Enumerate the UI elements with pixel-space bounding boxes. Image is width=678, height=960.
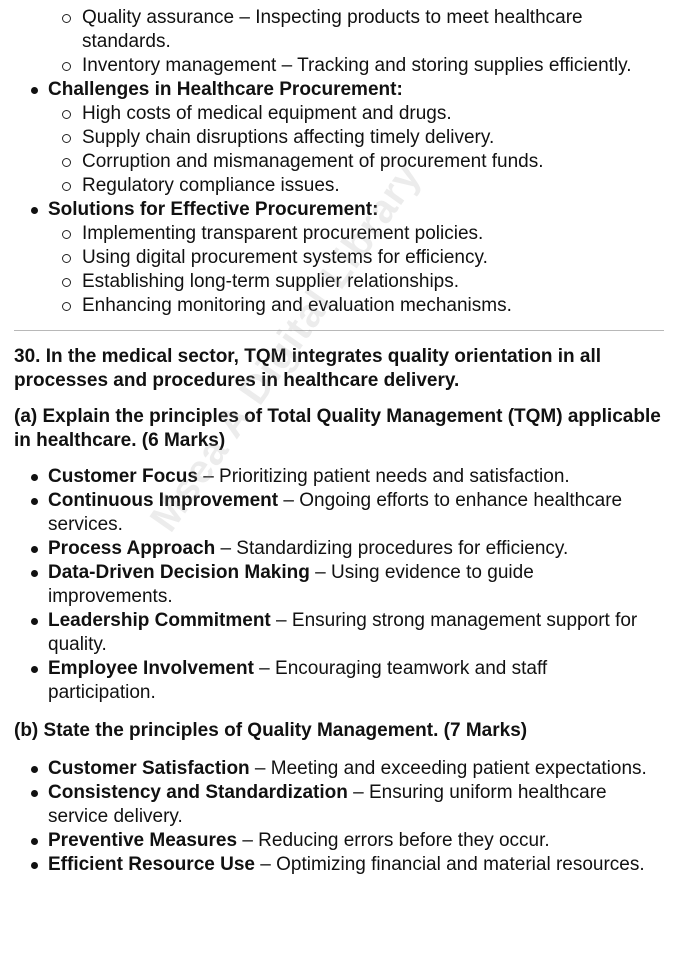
list-item: Inventory management – Tracking and stor… [62, 54, 658, 78]
prev-main-list-2: Solutions for Effective Procurement: [0, 198, 678, 222]
item-term: Efficient Resource Use [48, 854, 255, 875]
item-term: Continuous Improvement [48, 490, 279, 511]
part-a-list: Customer Focus – Prioritizing patient ne… [0, 465, 678, 705]
document-page: Quality assurance – Inspecting products … [0, 6, 678, 877]
question-title: 30. In the medical sector, TQM integrate… [14, 346, 602, 391]
item-term: Customer Focus [48, 466, 198, 487]
challenges-heading: Challenges in Healthcare Procurement: [48, 79, 403, 100]
solutions-list: Implementing transparent procurement pol… [0, 222, 678, 318]
item-term: Preventive Measures [48, 830, 238, 851]
item-desc: – Using evidence to guide improvements. [48, 562, 534, 607]
item-term: Process Approach [48, 538, 216, 559]
list-item: Preventive Measures – Reducing errors be… [31, 829, 660, 853]
list-item: Implementing transparent procurement pol… [62, 222, 658, 246]
solutions-heading: Solutions for Effective Procurement: [48, 199, 379, 220]
list-item: Using digital procurement systems for ef… [62, 246, 658, 270]
item-term: Consistency and Standardization [48, 782, 348, 803]
list-item: Data-Driven Decision Making – Using evid… [31, 561, 660, 609]
list-item: Quality assurance – Inspecting products … [62, 6, 658, 54]
item-term: Customer Satisfaction [48, 758, 250, 779]
list-item: Continuous Improvement – Ongoing efforts… [31, 489, 660, 537]
list-item: Supply chain disruptions affecting timel… [62, 126, 658, 150]
item-term: Employee Involvement [48, 658, 254, 679]
item-desc: – Standardizing procedures for efficienc… [215, 538, 569, 559]
item-term: Leadership Commitment [48, 610, 271, 631]
item-term: Data-Driven Decision Making [48, 562, 310, 583]
part-a-heading: (a) Explain the principles of Total Qual… [14, 406, 661, 451]
part-b-heading: (b) State the principles of Quality Mana… [14, 720, 528, 741]
list-item: Enhancing monitoring and evaluation mech… [62, 294, 658, 318]
list-item: Regulatory compliance issues. [62, 174, 658, 198]
challenges-list: High costs of medical equipment and drug… [0, 102, 678, 198]
item-desc: – Reducing errors before they occur. [237, 830, 550, 851]
challenges-item: Challenges in Healthcare Procurement: [31, 78, 660, 102]
part-b-list: Customer Satisfaction – Meeting and exce… [0, 757, 678, 877]
item-desc: – Ensuring strong management support for… [48, 610, 638, 655]
prev-sub-list: Quality assurance – Inspecting products … [0, 6, 678, 78]
list-item: Leadership Commitment – Ensuring strong … [31, 609, 660, 657]
item-desc: – Meeting and exceeding patient expectat… [249, 758, 647, 779]
item-desc: – Ensuring uniform healthcare service de… [48, 782, 607, 827]
list-item: Process Approach – Standardizing procedu… [31, 537, 660, 561]
list-item: Employee Involvement – Encouraging teamw… [31, 657, 660, 705]
item-desc: – Prioritizing patient needs and satisfa… [197, 466, 570, 487]
list-item: Customer Focus – Prioritizing patient ne… [31, 465, 660, 489]
section-divider [14, 330, 664, 331]
list-item: Consistency and Standardization – Ensuri… [31, 781, 660, 829]
list-item: Corruption and mismanagement of procurem… [62, 150, 658, 174]
item-desc: – Ongoing efforts to enhance healthcare … [48, 490, 623, 535]
item-desc: – Encouraging teamwork and staff partici… [48, 658, 548, 703]
item-desc: – Optimizing financial and material reso… [254, 854, 645, 875]
solutions-item: Solutions for Effective Procurement: [31, 198, 660, 222]
prev-main-list: Challenges in Healthcare Procurement: [0, 78, 678, 102]
list-item: Efficient Resource Use – Optimizing fina… [31, 853, 660, 877]
list-item: High costs of medical equipment and drug… [62, 102, 658, 126]
list-item: Customer Satisfaction – Meeting and exce… [31, 757, 660, 781]
list-item: Establishing long-term supplier relation… [62, 270, 658, 294]
